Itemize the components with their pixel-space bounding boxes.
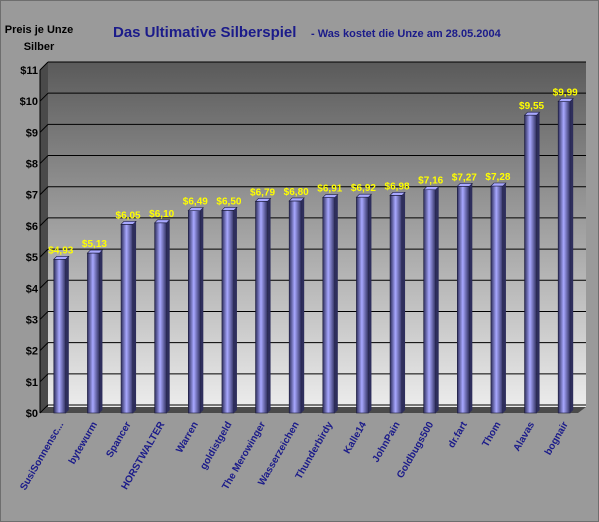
category-label: Kalle14	[342, 420, 369, 456]
y-tick-label: $11	[20, 65, 38, 77]
y-tick-label: $0	[26, 408, 38, 420]
bar	[322, 197, 336, 414]
category-label: JohnPain	[371, 420, 403, 464]
bar-value-label: $5,13	[82, 239, 107, 250]
gridline-side	[39, 279, 49, 289]
y-tick-label: $10	[20, 96, 38, 108]
gridline-side	[39, 373, 49, 383]
bar-side	[469, 183, 473, 413]
category-label: Warren	[174, 420, 201, 455]
bar-side	[133, 221, 137, 413]
bar-value-label: $6,05	[116, 210, 141, 221]
bar-side	[99, 250, 103, 413]
bar-value-label: $4,93	[48, 245, 73, 256]
y-tick-label: $8	[26, 159, 38, 171]
bar-side	[402, 192, 406, 413]
bar	[288, 200, 302, 414]
bar-value-label: $6,98	[385, 181, 410, 192]
category-label: goldistgeld	[198, 420, 234, 472]
gridline-side	[39, 124, 49, 133]
bar	[557, 101, 571, 414]
bar-side	[536, 112, 540, 414]
gridline-side	[39, 155, 49, 164]
gridline-side	[39, 248, 49, 258]
bar-value-label: $6,80	[284, 187, 309, 198]
y-tick-label: $3	[26, 314, 38, 326]
plot-side-wall	[40, 62, 48, 413]
gridline-side	[39, 92, 49, 102]
bar	[490, 185, 504, 414]
chart-title: Das Ultimative Silberspiel	[113, 24, 297, 41]
bar-value-label: $6,49	[183, 197, 208, 208]
bar-value-label: $6,50	[216, 196, 241, 207]
y-tick-label: $5	[26, 252, 38, 264]
chart-subtitle: - Was kostet die Unze am 28.05.2004	[311, 28, 501, 40]
y-tick-label: $6	[26, 221, 38, 233]
bar	[457, 186, 470, 414]
category-label: bytewurm	[67, 420, 100, 466]
y-tick-label: $1	[26, 377, 38, 389]
bar	[188, 210, 201, 414]
bar-value-label: $6,10	[149, 209, 174, 220]
bar-value-label: $7,28	[485, 172, 510, 183]
y-tick-label: $4	[26, 283, 39, 295]
bar-value-label: $9,99	[553, 87, 578, 98]
bar	[221, 210, 235, 414]
category-label: Goldbugs500	[395, 420, 436, 481]
gridline-side	[39, 342, 49, 351]
gridline-side	[39, 186, 49, 196]
bar-value-label: $6,91	[317, 184, 342, 195]
category-label: Thom	[480, 420, 503, 449]
bar-side	[267, 198, 271, 413]
bar-side	[301, 197, 305, 413]
category-label: SusiSonnensc...	[18, 420, 66, 493]
bar-value-label: $7,16	[418, 176, 443, 187]
category-label: Alavas	[512, 420, 538, 454]
bar-side	[200, 207, 204, 413]
bar-side	[166, 219, 170, 413]
bar	[53, 258, 67, 414]
bar-value-label: $7,27	[452, 172, 477, 183]
category-label: bognair	[543, 420, 571, 457]
bar-side	[334, 194, 338, 413]
y-tick-label: $7	[26, 190, 38, 202]
bar	[356, 196, 369, 414]
category-label: dr.fart	[446, 419, 470, 450]
bar-value-label: $6,79	[250, 187, 275, 198]
y-tick-label: $2	[26, 346, 38, 358]
category-label: Spancer	[104, 420, 133, 460]
bar-side	[65, 256, 69, 413]
y-axis-title-line2: Silber	[23, 41, 55, 53]
bar-side	[435, 186, 439, 413]
bar-side	[570, 98, 574, 413]
bar-value-label: $6,92	[351, 183, 376, 194]
bar	[524, 114, 537, 414]
bar	[87, 252, 100, 414]
y-tick-label: $9	[26, 127, 38, 139]
bar	[154, 222, 167, 414]
gridline-side	[39, 217, 49, 227]
bar	[120, 224, 134, 414]
bar-side	[368, 194, 372, 413]
plot-floor	[40, 407, 586, 413]
bar	[255, 200, 268, 414]
bar-side	[502, 182, 506, 413]
bar	[423, 189, 436, 414]
y-axis-title: Preis je Unze Silber	[4, 22, 74, 56]
gridline-side	[39, 404, 49, 414]
bar	[389, 195, 403, 414]
gridline-side	[39, 61, 49, 71]
bar-value-label: $9,55	[519, 101, 544, 112]
category-label: Thunderbirdy	[294, 420, 336, 482]
bar-side	[233, 207, 237, 413]
gridline-side	[39, 311, 49, 320]
y-axis-title-line1: Preis je Unze	[4, 24, 74, 36]
